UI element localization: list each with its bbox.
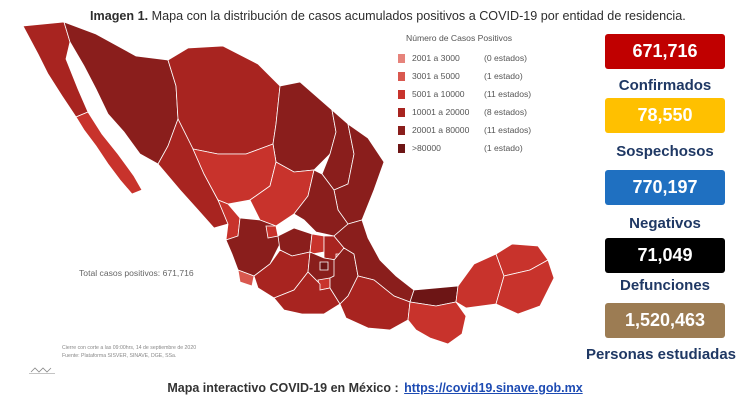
legend-swatch: [398, 143, 405, 153]
legend-swatch: [398, 89, 405, 99]
legend-count: (11 estados): [484, 89, 532, 99]
state-coahuila[interactable]: [272, 81, 337, 173]
legend-title: Número de Casos Positivos: [406, 33, 513, 43]
people-studied-count-value: 1,520,463: [624, 310, 706, 330]
legend-count: (0 estados): [484, 53, 527, 63]
suspected-count-box: 78,550: [605, 98, 725, 133]
legend-item: 5001 a 10000 (11 estados): [398, 88, 531, 100]
legend-swatch: [398, 71, 405, 81]
suspected-count-value: 78,550: [637, 105, 693, 125]
caption-text: Mapa con la distribución de casos acumul…: [151, 9, 686, 23]
legend-count: (1 estado): [484, 71, 523, 81]
legend-range: >80000: [412, 143, 441, 153]
legend-item: 2001 a 3000 (0 estados): [398, 52, 527, 64]
people-studied-count-box: 1,520,463: [605, 303, 725, 338]
legend-swatch: [398, 107, 405, 117]
state-queretaro[interactable]: [309, 233, 325, 255]
footer-text: Mapa interactivo COVID-19 en México :: [167, 381, 399, 395]
confirmed-count-value: 671,716: [632, 41, 698, 61]
state-chiapas[interactable]: [407, 301, 467, 344]
interactive-map-link[interactable]: https://covid19.sinave.gob.mx: [404, 381, 583, 395]
data-source-note: Fuente: Plataforma SISVER, SINAVE, DGE, …: [62, 353, 177, 359]
figure-caption: Imagen 1. Mapa con la distribución de ca…: [90, 9, 686, 23]
legend-item: 3001 a 5000 (1 estado): [398, 70, 523, 82]
legend-item: 20001 a 80000 (11 estados): [398, 124, 531, 136]
total-positive-cases-label: Total casos positivos: 671,716: [79, 268, 194, 278]
legend-range: 10001 a 20000: [412, 107, 470, 117]
legend-item: 10001 a 20000 (8 estados): [398, 106, 527, 118]
state-quintana-roo[interactable]: [495, 259, 555, 315]
state-aguascalientes[interactable]: [265, 225, 279, 239]
institution-logo-icon: [29, 367, 55, 374]
negative-count-value: 770,197: [632, 177, 698, 197]
legend-count: (11 estados): [484, 125, 532, 135]
deaths-label: Defunciones: [619, 277, 710, 294]
legend-range: 20001 a 80000: [412, 125, 470, 135]
legend-item: >80000 (1 estado): [398, 142, 523, 154]
state-baja-california-sur[interactable]: [75, 111, 143, 195]
state-sonora[interactable]: [63, 21, 179, 165]
data-cutoff-note: Cierre con corte a las 09:00hrs, 14 de s…: [62, 345, 197, 351]
deaths-count-box: 71,049: [605, 238, 725, 273]
mexico-choropleth-map: [22, 21, 555, 344]
suspected-label: Sospechosos: [616, 143, 714, 160]
confirmed-label: Confirmados: [618, 77, 712, 94]
caption-label: Imagen 1.: [90, 9, 149, 23]
state-colima[interactable]: [237, 269, 255, 287]
footer: Mapa interactivo COVID-19 en México : ht…: [0, 381, 750, 395]
deaths-count-value: 71,049: [637, 245, 693, 265]
negative-count-box: 770,197: [605, 170, 725, 205]
legend-range: 5001 a 10000: [412, 89, 465, 99]
legend-swatch: [398, 53, 405, 63]
legend-range: 2001 a 3000: [412, 53, 460, 63]
legend-swatch: [398, 125, 405, 135]
confirmed-count-box: 671,716: [605, 34, 725, 69]
negative-label: Negativos: [629, 215, 701, 232]
legend-range: 3001 a 5000: [412, 71, 460, 81]
people-studied-label: Personas estudiadas: [585, 346, 737, 363]
state-ciudad-de-mexico[interactable]: [319, 261, 329, 271]
legend-count: (1 estado): [484, 143, 523, 153]
legend-count: (8 estados): [484, 107, 527, 117]
